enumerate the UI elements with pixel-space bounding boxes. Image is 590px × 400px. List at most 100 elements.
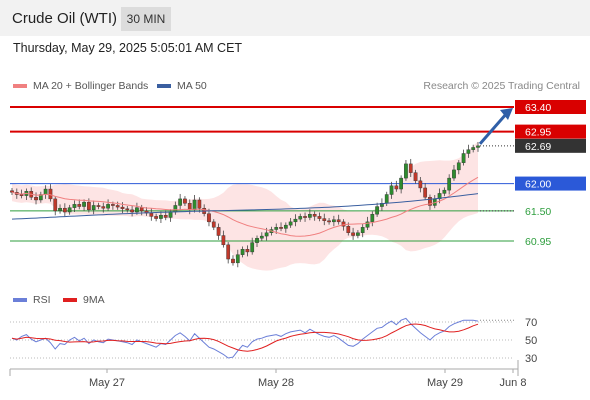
candle [351,232,355,236]
candle [399,177,403,190]
candle [375,206,379,215]
candle [19,194,24,196]
candle [53,198,58,212]
candle [303,216,307,218]
rsi-ma-label: 9MA [83,294,105,306]
candle [130,209,134,213]
candle [38,194,43,201]
rsi-ma-line [11,323,479,352]
rsi-ma-swatch [63,298,77,303]
candle [87,201,91,211]
candle [67,207,72,213]
candle [307,213,312,218]
candle [279,227,283,229]
candle [221,235,226,246]
candle [149,212,154,217]
candle [341,221,346,227]
candle [168,211,173,218]
timeframe-badge[interactable]: 30 MIN [121,7,171,31]
instrument-title: Crude Oil (WTI) [12,10,117,27]
candle [288,221,293,226]
rsi-line [11,317,479,359]
candle [312,213,317,217]
level-label-63.40: 63.40 [525,102,551,114]
candle [226,244,231,260]
ma20-line [11,176,479,237]
candle [72,204,77,208]
candle [437,193,442,200]
candle [428,197,432,206]
candle [394,185,399,190]
candle [298,216,303,220]
candle [125,208,130,211]
candle [207,213,211,223]
ma20-label: MA 20 + Bollinger Bands [33,80,149,92]
candle [274,227,279,230]
candle [178,198,183,206]
forecast-arrow [478,112,509,145]
candle [461,153,466,163]
candle [322,218,327,221]
candle [408,163,413,173]
candle [317,216,322,219]
candle [384,194,389,204]
candle [346,226,351,233]
x-tick-label: Jun 8 [500,377,527,389]
candle [187,203,192,211]
candle [240,249,245,255]
credit-text: Research © 2025 Trading Central [423,80,580,92]
candle [163,215,168,218]
candle [452,169,456,179]
candle [115,205,120,208]
rsi-label: RSI [33,294,51,306]
candle [293,218,298,223]
candle [476,145,480,148]
candle [356,232,360,236]
candle [370,213,375,223]
legend-ma20: MA 20 + Bollinger Bands [13,80,148,92]
rsi-level-label: 30 [525,353,537,365]
candle [139,207,144,212]
candle [216,227,221,236]
candle [62,207,67,213]
bollinger-band [12,141,478,271]
candle [413,172,418,182]
forecast-arrow-head [500,108,513,120]
candle [418,180,423,189]
ma50-swatch [157,84,171,89]
candle [96,205,101,207]
level-label-60.95: 60.95 [525,236,551,248]
candle [255,238,259,243]
candle [154,216,158,219]
level-tag-63.40 [515,100,586,114]
legend-rsi: RSI [13,294,51,306]
current-price-tag [515,138,586,153]
legend-rsi-ma: 9MA [63,294,105,306]
candle [120,206,125,209]
candle [101,206,106,209]
legend-ma50: MA 50 [157,80,207,92]
candle [106,204,110,209]
candle [135,207,139,213]
candle [91,205,96,211]
candle [183,198,187,204]
candle [471,147,476,150]
current-price-label: 62.69 [525,141,551,153]
candle [466,149,471,154]
candle [259,235,264,239]
level-label-62.95: 62.95 [525,127,551,139]
x-tick-label: May 29 [427,377,463,389]
candle [423,187,428,198]
candle [389,185,394,195]
candle [447,177,452,191]
ma50-label: MA 50 [177,80,207,92]
candle [197,199,202,209]
candle [327,220,331,223]
rsi-swatch [13,298,27,303]
ma20-swatch [13,84,27,89]
level-tag-62.00 [515,176,586,191]
x-tick-label: May 27 [89,377,125,389]
chart-datetime: Thursday, May 29, 2025 5:05:01 AM CET [13,41,243,55]
candle [159,215,163,219]
